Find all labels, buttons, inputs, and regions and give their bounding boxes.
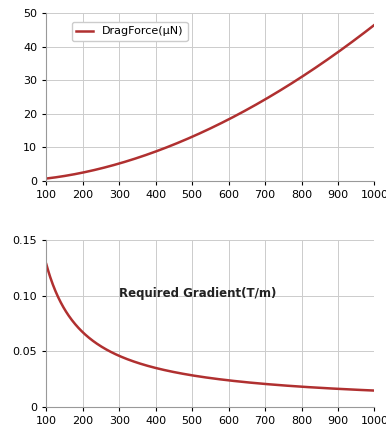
Legend: DragForce(μN): DragForce(μN) — [71, 22, 188, 41]
Text: Required Gradient(T/m): Required Gradient(T/m) — [119, 286, 276, 300]
